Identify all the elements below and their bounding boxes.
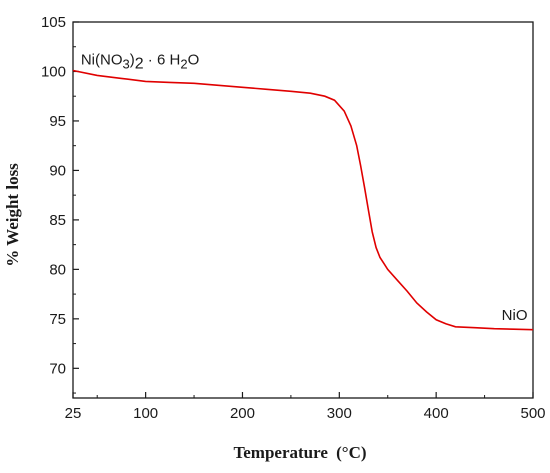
x-axis-label: Temperature [233, 443, 328, 462]
formula-part: O [188, 52, 200, 69]
y-axis-title: % Weight loss [3, 163, 22, 267]
subscript: 3 [123, 57, 130, 72]
y-tick-label: 70 [49, 360, 66, 377]
axis-ticks [72, 21, 534, 398]
x-tick-label: 500 [520, 405, 545, 422]
subscript: 2 [180, 57, 187, 72]
annotation-reactant: Ni(NO3)2 · 6 H2O [81, 52, 199, 73]
annotation-product: NiO [502, 307, 528, 324]
x-tick-label: 400 [424, 405, 449, 422]
x-tick-label: 100 [133, 405, 158, 422]
formula-part: Ni(NO [81, 52, 123, 69]
x-tick-label: 200 [230, 405, 255, 422]
x-tick-label: 300 [327, 405, 352, 422]
y-tick-label: 90 [49, 162, 66, 179]
tick-labels: 25 100 200 300 400 500 70 75 80 85 90 95 100 105 [41, 14, 546, 422]
x-axis-title: Temperature (°C) [233, 443, 366, 462]
y-tick-label: 75 [49, 311, 66, 328]
formula-part: · 6 H [144, 52, 181, 69]
y-tick-label: 105 [41, 14, 66, 31]
plot-frame [72, 21, 534, 399]
y-tick-label: 80 [49, 261, 66, 278]
formula-part: ) [130, 52, 135, 69]
weight-loss-curve [72, 69, 534, 331]
x-tick-label: 25 [65, 405, 82, 422]
subscript: 2 [135, 56, 144, 73]
y-tick-label: 95 [49, 113, 66, 130]
y-tick-label: 85 [49, 212, 66, 229]
x-axis-unit: (°C) [336, 443, 366, 462]
y-tick-label: 100 [41, 63, 66, 80]
